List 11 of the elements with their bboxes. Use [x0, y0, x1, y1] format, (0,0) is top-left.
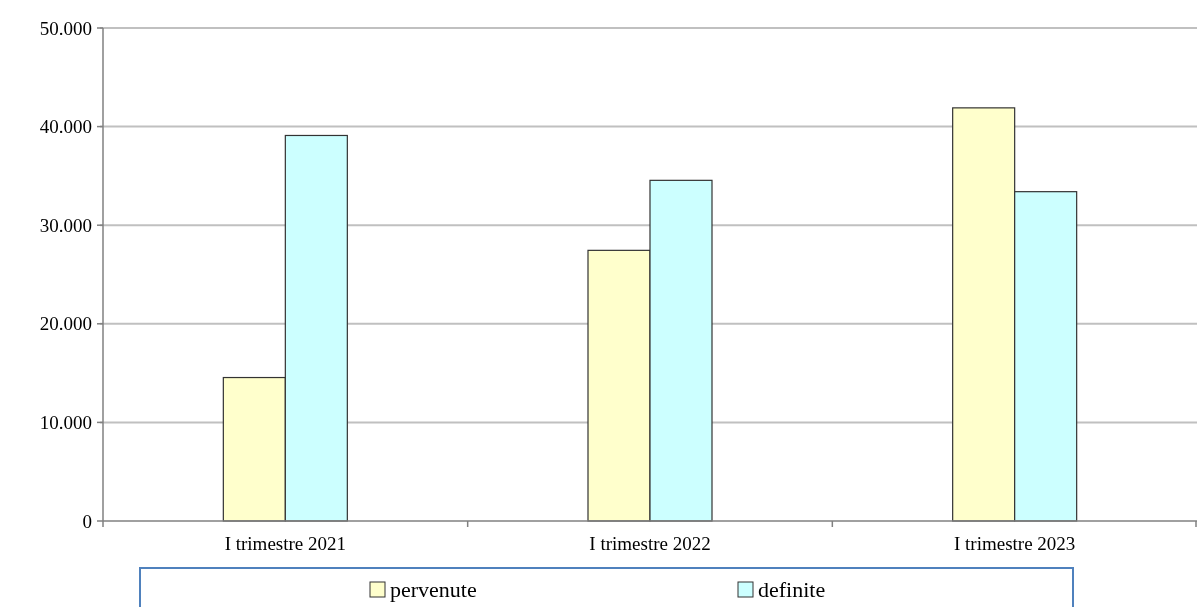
y-tick-label: 10.000 — [39, 412, 92, 434]
x-tick-label: I trimestre 2023 — [953, 533, 1076, 554]
y-tick-label: 50.000 — [39, 17, 92, 39]
y-tick-label: 0 — [82, 510, 92, 532]
legend-label: pervenute — [390, 577, 477, 602]
y-tick-label: 20.000 — [39, 313, 92, 335]
y-tick-label: 30.000 — [39, 214, 92, 236]
legend-label: definite — [758, 577, 826, 602]
x-tick-label: I trimestre 2022 — [589, 533, 711, 554]
y-tick-label: 40.000 — [39, 116, 92, 138]
x-tick-label: I trimestre 2021 — [224, 533, 347, 554]
